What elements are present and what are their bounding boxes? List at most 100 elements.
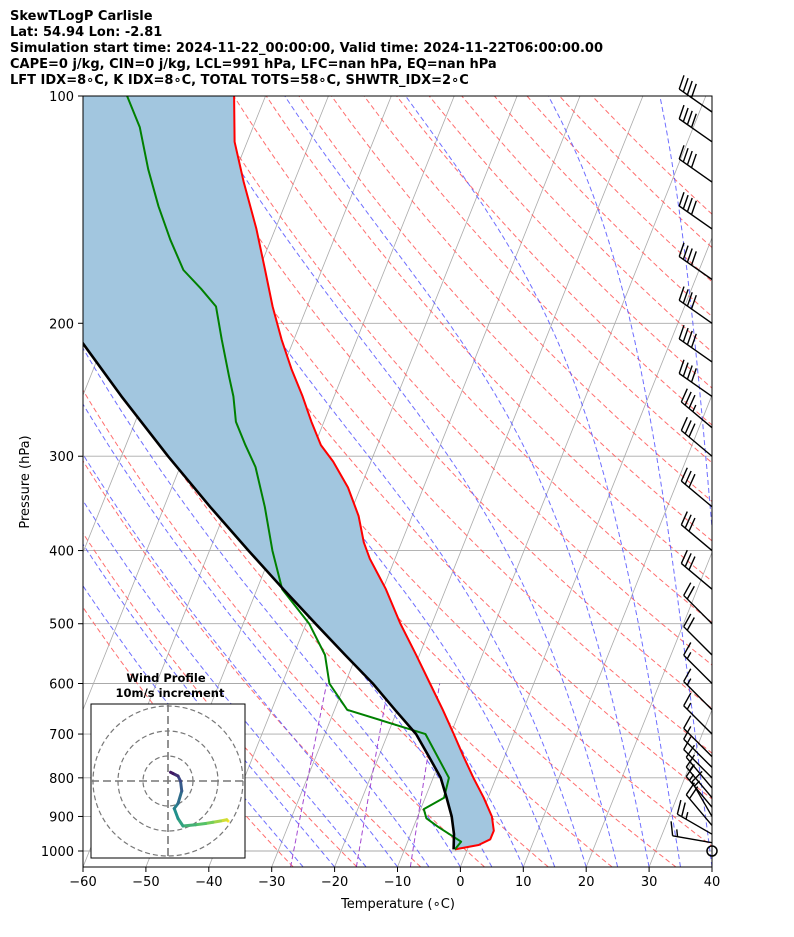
wind-barb-staff (685, 794, 713, 826)
time-line: Simulation start time: 2024-11-22_00:00:… (10, 41, 603, 56)
wind-barb-feather (682, 147, 689, 163)
hodograph-trace-segment (172, 807, 180, 820)
wind-barb-feather (686, 150, 693, 166)
parcel-line (83, 341, 456, 850)
wind-barb-staff (678, 205, 713, 230)
wind-barb-feather (685, 754, 696, 768)
wind-barb-feather (690, 83, 697, 98)
wind-barb-staff (678, 88, 713, 113)
wind-barb-staff (683, 749, 713, 779)
isotherm-line (460, 236, 712, 867)
wind-barb-feather (680, 549, 688, 564)
wind-barb-feather (678, 192, 685, 207)
wind-barb-feather (682, 362, 689, 377)
isotherm-line (522, 394, 712, 867)
isotherm-line (208, 96, 518, 867)
x-tick-label: 0 (456, 875, 464, 890)
x-tick-label: −50 (132, 875, 159, 890)
dry-adiabat (135, 96, 712, 754)
y-tick-label: 300 (49, 450, 74, 465)
hodograph-trace-segment (169, 770, 175, 775)
wind-barb-feather (690, 153, 697, 168)
wind-barb-feather (683, 613, 692, 628)
mixing-ratio-line (290, 683, 328, 867)
dry-adiabat (83, 532, 358, 867)
wind-barb-feather (678, 324, 685, 340)
cin-shaded-area (83, 96, 494, 850)
y-tick-label: 600 (49, 678, 74, 693)
y-tick-label: 800 (49, 772, 74, 787)
y-tick-label: 400 (49, 545, 74, 560)
x-tick-label: 10 (515, 875, 532, 890)
dry-adiabat (494, 96, 712, 318)
index-line: LFT IDX=8∘C, K IDX=8∘C, TOTAL TOTS=58∘C,… (10, 73, 469, 88)
wind-barb-feather (678, 286, 685, 301)
wind-barb-staff (685, 766, 713, 799)
dry-adiabat (428, 96, 712, 389)
wind-barb-staff (678, 338, 713, 363)
wind-barb-feather (678, 104, 685, 120)
wind-barb-staff (683, 594, 713, 625)
wind-barb-half-feather (692, 404, 697, 412)
dry-adiabat (83, 460, 422, 867)
wind-barb-feather (686, 80, 693, 96)
wind-barb-staff (683, 727, 713, 758)
isotherm-line (0, 96, 77, 867)
wind-barb-feather (688, 556, 696, 571)
wind-barb-staff (685, 776, 713, 808)
x-tick-label: −30 (258, 875, 285, 890)
wind-barb-feather (686, 365, 693, 380)
wind-barb-feather (686, 617, 695, 631)
wind-barb-staff (683, 680, 713, 711)
chart-title: SkewTLogP Carlisle (10, 9, 153, 24)
x-tick-label: −10 (384, 875, 411, 890)
wind-barb-feather (678, 359, 685, 374)
wind-barb-staff (680, 524, 713, 552)
hodograph-trace-segment (176, 789, 184, 805)
temperature-line (233, 96, 495, 851)
wind-barb-staff (685, 756, 713, 789)
dry-adiabat (298, 96, 712, 542)
dewpoint-line (126, 96, 463, 851)
dry-adiabat (331, 96, 712, 503)
wind-barb-feather (678, 145, 685, 160)
x-tick-label: 20 (578, 875, 595, 890)
wind-barb-staff (680, 562, 713, 590)
wind-barb-feather (684, 420, 692, 435)
isotherm-line (271, 96, 581, 867)
wind-barb-staff (683, 705, 713, 735)
wind-barb-half-feather (676, 829, 679, 837)
wind-barb-feather (682, 245, 689, 260)
wind-barb-feather (680, 416, 688, 431)
hodograph-trace-segment (194, 822, 207, 827)
wind-barb-staff (678, 118, 713, 143)
wind-barb-feather (690, 113, 697, 128)
wind-barb-feather (682, 289, 689, 304)
dry-adiabat (102, 96, 712, 800)
wind-barb-feather (676, 799, 682, 815)
y-tick-label: 700 (49, 728, 74, 743)
moist-adiabat (547, 96, 712, 867)
hodograph-trace-segment (179, 779, 184, 793)
wind-barb-staff (683, 654, 713, 685)
wind-barb-feather (678, 242, 685, 257)
moist-adiabat (83, 453, 398, 867)
isotherm-line (585, 551, 712, 867)
y-tick-label: 100 (49, 90, 74, 105)
x-tick-label: 30 (641, 875, 658, 890)
wind-barb-feather (684, 553, 692, 567)
isotherm-line (648, 708, 712, 867)
dry-adiabat (363, 96, 712, 464)
wind-barb-feather (690, 251, 697, 266)
chart-header: SkewTLogP Carlisle Lat: 54.94 Lon: -2.81… (10, 9, 603, 89)
x-axis-label: Temperature (∘C) (340, 897, 455, 912)
wind-barb-feather (682, 327, 689, 343)
wind-barb-staff (678, 299, 713, 324)
wind-barb-feather (688, 517, 696, 532)
x-tick-label: 40 (704, 875, 721, 890)
wind-profile-inset: Wind Profile 10m/s increment (90, 671, 246, 859)
wind-barb-feather (690, 333, 697, 348)
dry-adiabat (168, 96, 712, 710)
dry-adiabat (83, 119, 712, 847)
